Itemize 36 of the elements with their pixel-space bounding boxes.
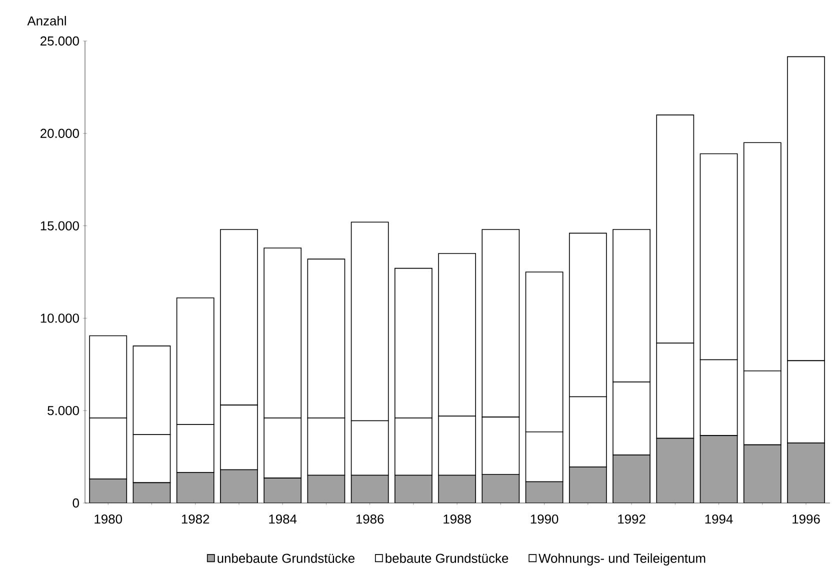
bar: [132, 482, 171, 503]
x-tick-label: 1996: [792, 514, 820, 524]
bar: [700, 435, 738, 503]
y-tick-label: 5.000: [48, 406, 79, 416]
x-tick-label: 1982: [182, 514, 210, 524]
bar: [350, 474, 389, 503]
bar: [394, 474, 432, 503]
legend-label: unbebaute Grundstücke: [218, 553, 354, 563]
bar: [743, 444, 782, 503]
x-tick-label: 1988: [444, 514, 471, 524]
x-tick-label: 1990: [530, 514, 558, 524]
bar: [612, 454, 650, 503]
legend-label: Wohnungs- und Teileigentum: [538, 553, 706, 566]
y-tick-label: 15.000: [40, 221, 79, 230]
bar: [176, 472, 214, 503]
bar: [307, 474, 346, 503]
bar: [787, 442, 825, 503]
x-tick-label: 1980: [94, 514, 122, 524]
x-tick-label: 1994: [705, 514, 733, 524]
bar: [438, 474, 476, 503]
x-tick-label: 1984: [269, 514, 297, 524]
x-tick-label: 1992: [618, 514, 646, 524]
y-tick-label: 25.000: [40, 36, 79, 46]
bar: [264, 478, 302, 503]
bar: [568, 466, 607, 503]
bar: [89, 478, 128, 503]
bar: [220, 469, 258, 503]
bar: [482, 474, 520, 503]
y-axis-title: Anzahl: [27, 16, 66, 26]
legend-label: bebaute Grundstücke: [386, 553, 508, 563]
y-tick-label: 20.000: [40, 128, 79, 138]
bar: [656, 438, 694, 503]
bar: [525, 481, 564, 503]
y-tick-label: 10.000: [40, 314, 79, 323]
x-tick-label: 1986: [356, 514, 384, 524]
y-tick-label: 0: [72, 498, 79, 508]
